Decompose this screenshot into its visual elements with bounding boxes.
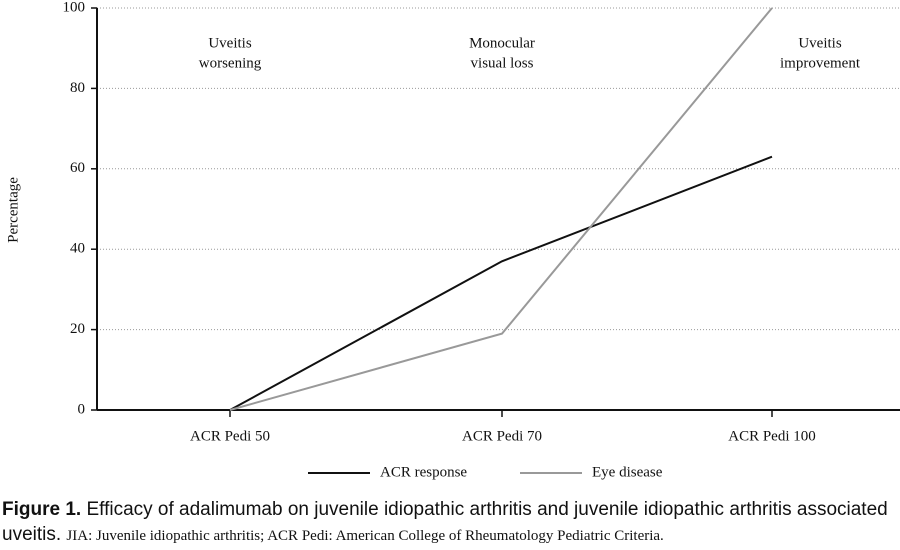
x-tick-label: ACR Pedi 50: [190, 428, 270, 444]
y-tick-label: 0: [78, 401, 86, 417]
annotation: Uveitis: [208, 35, 251, 51]
annotation: visual loss: [471, 55, 534, 71]
chart: Percentage 0 20 40 60 80 100 ACR Pedi 50 ACR Pe…: [5, 0, 900, 480]
caption-title: Efficacy of adalimumab on juvenile idiop…: [2, 499, 888, 545]
caption: Figure 1. Efficacy of adalimumab on juve…: [2, 497, 898, 549]
y-tick-label: 20: [70, 321, 85, 337]
data-line: [229, 155, 773, 411]
annotation: Monocular: [469, 35, 535, 51]
x-tick-label: ACR Pedi 100: [728, 428, 816, 444]
legend-label: ACR response: [380, 464, 467, 480]
data-line: [229, 7, 773, 411]
annotation: improvement: [780, 55, 861, 71]
y-axis-label: Percentage: [5, 177, 21, 243]
legend-label: Eye disease: [592, 464, 663, 480]
y-tick-label: 60: [70, 160, 85, 176]
y-tick-label: 100: [63, 0, 86, 15]
y-tick-label: 80: [70, 80, 85, 96]
annotation: Uveitis: [798, 35, 841, 51]
y-tick-label: 40: [70, 241, 85, 257]
annotation: worsening: [199, 55, 262, 71]
x-tick-label: ACR Pedi 70: [462, 428, 542, 444]
caption-label: Figure 1.: [2, 499, 82, 520]
caption-note: JIA: Juvenile idiopathic arthritis; ACR …: [66, 528, 664, 544]
